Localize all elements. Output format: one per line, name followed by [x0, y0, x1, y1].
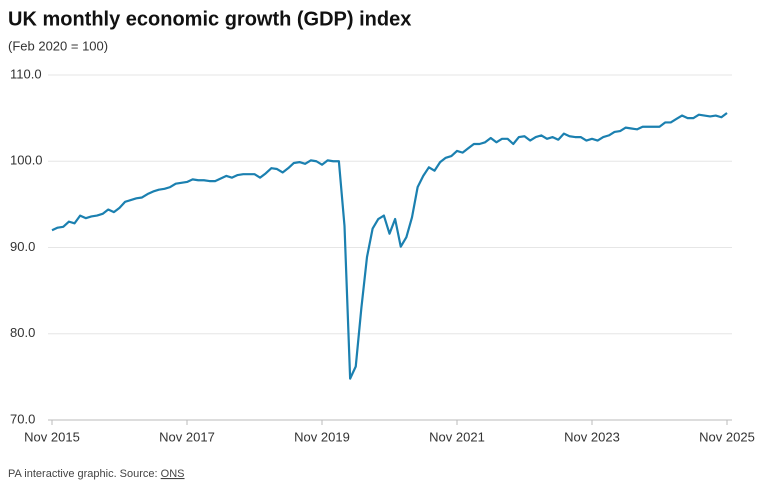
y-tick-label: 90.0: [10, 239, 35, 254]
y-tick-label: 70.0: [10, 411, 35, 426]
x-tick-label: Nov 2019: [294, 429, 350, 444]
data-line: [51, 112, 728, 380]
y-tick-label: 100.0: [10, 153, 43, 168]
y-tick-label: 110.0: [10, 66, 42, 81]
y-tick-label: 80.0: [10, 325, 35, 340]
x-tick-label: Nov 2015: [24, 429, 80, 444]
source-link[interactable]: ONS: [161, 468, 185, 480]
x-tick-label: Nov 2023: [564, 429, 620, 444]
x-tick-label: Nov 2017: [159, 429, 215, 444]
chart-title: UK monthly economic growth (GDP) index: [8, 8, 411, 30]
x-tick-label: Nov 2021: [429, 429, 485, 444]
source-text: PA interactive graphic. Source:: [8, 468, 158, 480]
chart-subtitle: (Feb 2020 = 100): [8, 38, 108, 53]
source-note: PA interactive graphic. Source: ONS: [8, 468, 185, 480]
x-tick-label: Nov 2025: [699, 429, 755, 444]
